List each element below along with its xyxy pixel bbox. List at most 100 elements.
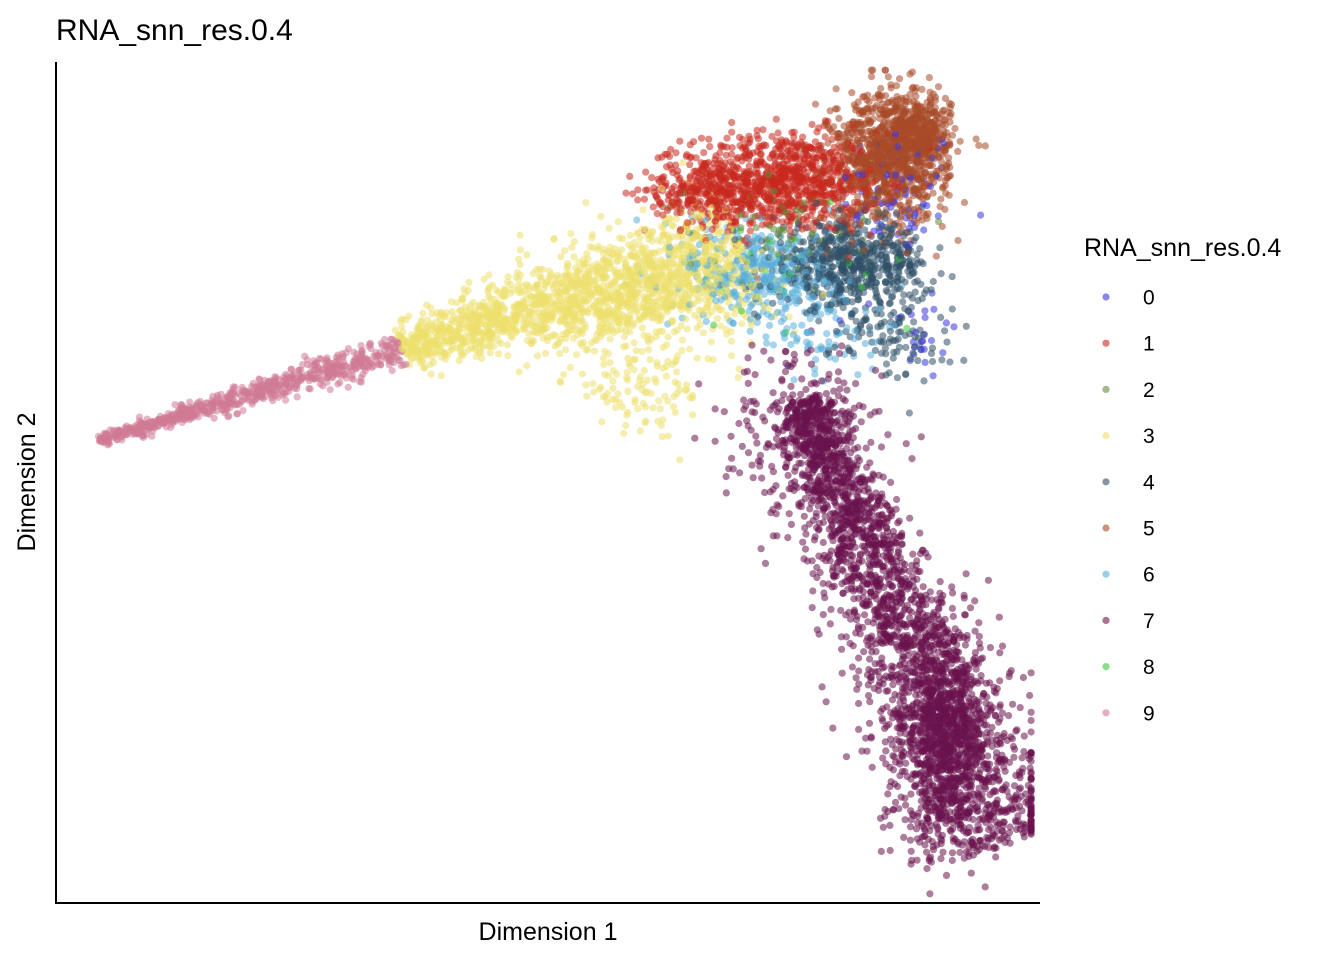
data-point-cluster-7 [838,342,846,350]
data-point-cluster-5 [881,66,890,74]
data-point-cluster-7 [905,614,914,622]
data-point-cluster-3 [623,368,631,376]
data-point-cluster-7 [907,816,915,824]
data-point-cluster-7 [780,391,788,399]
data-point-cluster-3 [657,237,666,245]
data-point-cluster-7 [778,377,786,385]
data-point-cluster-9 [293,393,301,401]
data-point-cluster-1 [705,135,713,143]
data-point-cluster-7 [984,752,992,760]
data-point-cluster-3 [691,311,699,319]
data-point-cluster-7 [799,538,807,546]
data-point-cluster-6 [830,307,838,316]
data-point-cluster-7 [822,698,830,706]
data-point-cluster-3 [560,371,568,379]
data-point-cluster-7 [837,606,845,615]
data-point-cluster-7 [996,703,1004,711]
data-point-cluster-7 [961,611,969,619]
data-point-cluster-7 [902,440,910,448]
data-point-cluster-9 [298,361,307,369]
data-point-cluster-7 [867,734,875,742]
data-point-cluster-7 [906,836,915,844]
data-point-cluster-3 [640,366,648,375]
data-point-cluster-3 [397,317,405,325]
data-point-cluster-3 [709,356,717,364]
data-point-cluster-7 [1020,732,1028,740]
data-point-cluster-7 [967,869,975,877]
data-point-cluster-3 [572,351,581,359]
data-point-cluster-7 [978,753,986,761]
data-point-cluster-5 [941,94,950,102]
data-point-cluster-3 [679,159,687,167]
data-point-cluster-7 [740,396,748,404]
data-point-cluster-7 [873,595,881,603]
data-point-cluster-7 [821,512,829,520]
data-point-cluster-7 [908,455,916,463]
data-point-cluster-7 [743,417,751,425]
data-point-cluster-6 [768,273,776,281]
data-point-cluster-7 [998,709,1007,717]
data-point-cluster-7 [834,416,842,424]
data-point-cluster-7 [808,604,816,612]
data-point-cluster-3 [664,333,672,341]
data-point-cluster-7 [784,534,792,542]
data-point-cluster-6 [861,339,869,348]
data-point-cluster-5 [918,85,926,93]
data-point-cluster-3 [476,349,484,357]
data-point-cluster-3 [593,260,602,268]
data-point-cluster-6 [854,371,862,379]
data-point-cluster-7 [869,619,877,627]
data-point-cluster-3 [653,359,661,367]
data-point-cluster-0 [929,372,937,380]
data-point-cluster-7 [1005,673,1013,681]
data-point-cluster-7 [881,738,889,746]
data-point-cluster-3 [568,243,576,251]
data-point-cluster-3 [632,347,640,355]
data-point-cluster-7 [735,419,743,428]
data-point-cluster-7 [826,620,834,628]
data-point-cluster-7 [736,469,744,477]
data-point-cluster-7 [838,645,846,653]
data-point-cluster-3 [713,315,722,323]
data-point-cluster-7 [948,583,956,591]
data-point-cluster-9 [301,352,309,360]
data-point-cluster-3 [601,370,609,378]
data-point-cluster-7 [923,848,931,856]
data-point-cluster-3 [645,338,653,346]
data-point-cluster-1 [728,118,736,127]
data-point-cluster-5 [972,135,980,143]
data-point-cluster-7 [1010,753,1018,761]
data-point-cluster-3 [541,349,550,357]
data-point-cluster-7 [972,665,980,673]
data-point-cluster-9 [381,335,389,344]
data-point-cluster-3 [716,322,725,330]
data-point-cluster-7 [896,772,904,780]
data-point-cluster-7 [949,612,957,621]
data-point-cluster-3 [685,345,694,353]
data-point-cluster-4 [886,299,894,307]
data-point-cluster-6 [746,327,754,335]
data-point-cluster-3 [678,346,686,355]
data-point-cluster-7 [1009,700,1017,708]
data-point-cluster-3 [712,303,720,311]
data-point-cluster-4 [815,317,823,325]
data-point-cluster-7 [727,432,735,440]
data-point-cluster-6 [763,339,771,347]
data-point-cluster-7 [691,434,699,442]
data-point-cluster-0 [930,305,938,313]
data-point-cluster-5 [914,203,922,212]
data-point-cluster-4 [937,270,945,278]
data-point-cluster-3 [486,349,494,357]
data-point-cluster-7 [966,604,975,612]
data-point-cluster-3 [693,324,701,332]
data-point-cluster-7 [1026,691,1034,700]
data-point-cluster-4 [914,357,922,365]
data-point-cluster-7 [948,856,956,865]
data-point-cluster-7 [948,849,957,857]
data-point-cluster-5 [892,82,901,90]
data-point-cluster-5 [975,141,983,150]
data-point-cluster-7 [865,719,874,727]
data-point-cluster-3 [567,230,575,238]
data-point-cluster-7 [829,724,837,732]
data-point-cluster-1 [629,190,637,198]
